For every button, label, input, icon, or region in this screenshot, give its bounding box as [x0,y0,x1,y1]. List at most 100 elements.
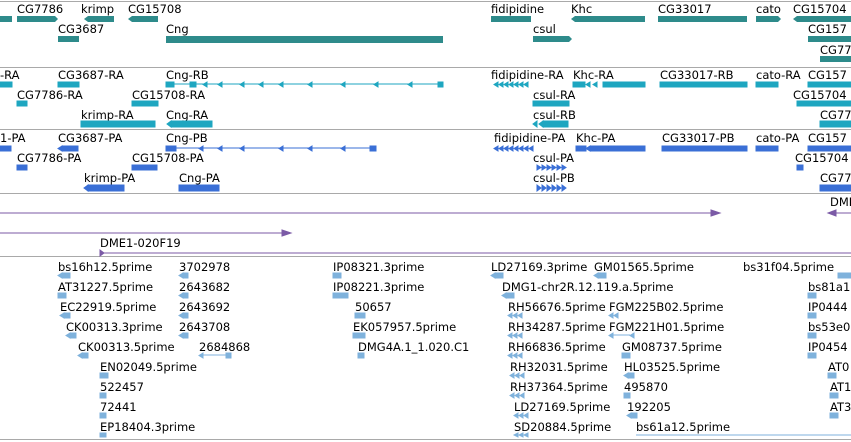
transcript-bar [131,100,159,107]
protein-label[interactable]: CG3687-PA [58,131,123,145]
est-label[interactable]: bs53e0 [808,320,851,334]
gene-label[interactable]: fidipidine [491,2,545,16]
transcript-label[interactable]: CG15708-RA [132,88,206,102]
est-label[interactable]: DMG4A.1_1.020.C1 [358,340,470,354]
gene-label[interactable]: cato [756,2,781,16]
protein-label[interactable]: CG33017-PB [662,131,735,145]
est-label[interactable]: RH66836.5prime [508,340,606,354]
est-label[interactable]: RH56676.5prime [508,300,606,314]
transcript-label[interactable]: csul-RA [533,88,576,102]
transcript-label[interactable]: krimp-RA [81,108,134,122]
transcript-label[interactable]: fidipidine-RA [491,68,564,82]
est-label[interactable]: 50657 [355,300,392,314]
gene-label[interactable]: CG157 [808,22,847,36]
protein-label[interactable]: CG15704 [795,151,849,165]
est-label[interactable]: DMG1-chr2R.12.119.a.5prime [502,280,674,294]
protein-label[interactable]: Cng-PA [179,171,220,185]
protein-label[interactable]: csul-PB [533,171,575,185]
clone-label[interactable]: DME1-020F19 [100,236,181,250]
est-label[interactable]: 72441 [100,400,137,414]
transcript-bar [532,100,570,107]
gene-label[interactable]: CG7786 [17,2,64,16]
est-label[interactable]: bs16h12.5prime [58,260,153,274]
est-label[interactable]: 2643692 [179,300,231,314]
est-label[interactable]: AT31227.5prime [58,280,154,294]
gene-label[interactable]: CG15708 [128,2,182,16]
est-label[interactable]: RH32031.5prime [510,360,608,374]
protein-label[interactable]: krimp-PA [84,171,136,185]
transcript-label[interactable]: cato-RA [756,68,801,82]
est-label[interactable]: SD20884.5prime [514,420,612,434]
est-label[interactable]: bs31f04.5prime [743,260,835,274]
est-label[interactable]: 495870 [624,380,668,394]
est-label[interactable]: CK00313.3prime [66,320,163,334]
est-label[interactable]: IP08221.3prime [333,280,425,294]
est-label[interactable]: 3702978 [179,260,231,274]
est-label[interactable]: EN02049.5prime [100,360,197,374]
est-label[interactable]: IP08321.3prime [333,260,425,274]
gene-label[interactable]: CG77 [820,43,851,57]
est-label[interactable]: EP18404.3prime [100,420,196,434]
est-label[interactable]: 522457 [100,380,144,394]
transcript-label[interactable]: CG15704 [793,88,847,102]
gene-label[interactable]: csul [533,22,556,36]
protein-label[interactable]: Khc-PA [576,131,616,145]
gene-label[interactable]: Khc [571,2,593,16]
est-label[interactable]: 2684868 [199,340,251,354]
est-label[interactable]: RH34287.5prime [508,320,606,334]
est-label[interactable]: AT0 [828,360,850,374]
est-label[interactable]: CK00313.5prime [78,340,175,354]
est-label[interactable]: LD27169.5prime [514,400,611,414]
gene-label[interactable]: CG15704 [793,2,847,16]
protein-label[interactable]: 1-PA [0,131,26,145]
transcript-label[interactable]: csul-RB [533,108,576,122]
protein-label[interactable]: csul-PA [533,151,575,165]
transcript-label[interactable]: CG3687-RA [58,68,124,82]
clone-label[interactable]: DME [830,195,851,209]
est-label[interactable]: FGM225B02.5prime [609,300,724,314]
transcript-label[interactable]: Khc-RA [573,68,614,82]
est-label[interactable]: HL03525.5prime [624,360,721,374]
est-label[interactable]: EC22919.5prime [60,300,157,314]
transcript-label[interactable]: CG77 [820,108,851,122]
est-arrow [59,312,65,319]
protein-label[interactable]: CG15708-PA [132,151,204,165]
est-label[interactable]: 2643708 [179,320,231,334]
est-label[interactable]: AT3 [830,400,851,414]
transcript-label[interactable]: CG7786-RA [17,88,83,102]
transcript-label[interactable]: CG157 [808,68,847,82]
est-label[interactable]: 192205 [627,400,671,414]
protein-label[interactable]: Cng-PB [166,131,208,145]
transcript-label[interactable]: -RA [0,68,20,82]
est-label[interactable]: IP0444 [808,300,848,314]
est-label[interactable]: bs81a1 [808,280,851,294]
protein-label[interactable]: CG77 [820,171,851,185]
est-label[interactable]: FGM221H01.5prime [609,320,725,334]
gene-label[interactable]: Cng [166,22,189,36]
est-label[interactable]: GM01565.5prime [594,260,694,274]
est-label[interactable]: EK057957.5prime [353,320,457,334]
protein-label[interactable]: CG157 [808,131,847,145]
est-label[interactable]: AT1 [830,380,851,394]
transcript-label[interactable]: Cng-RB [166,68,209,82]
transcript-label[interactable]: CG33017-RB [660,68,734,82]
est-label[interactable]: IP0454 [808,340,848,354]
protein-label[interactable]: cato-PA [756,131,800,145]
est-label[interactable]: LD27169.3prime [491,260,588,274]
est-label[interactable]: GM08737.5prime [622,340,722,354]
est-label[interactable]: RH37364.5prime [510,380,608,394]
protein-label[interactable]: fidipidine-PA [494,131,566,145]
transcript-label[interactable]: Cng-RA [166,108,209,122]
gene-label[interactable]: CG33017 [658,2,712,16]
gene-label[interactable]: krimp [81,2,115,16]
protein-label[interactable]: CG7786-PA [17,151,82,165]
est-label[interactable]: 2643682 [179,280,231,294]
est-label[interactable]: bs61a12.5prime [636,420,731,434]
gene-label[interactable]: CG3687 [58,22,105,36]
